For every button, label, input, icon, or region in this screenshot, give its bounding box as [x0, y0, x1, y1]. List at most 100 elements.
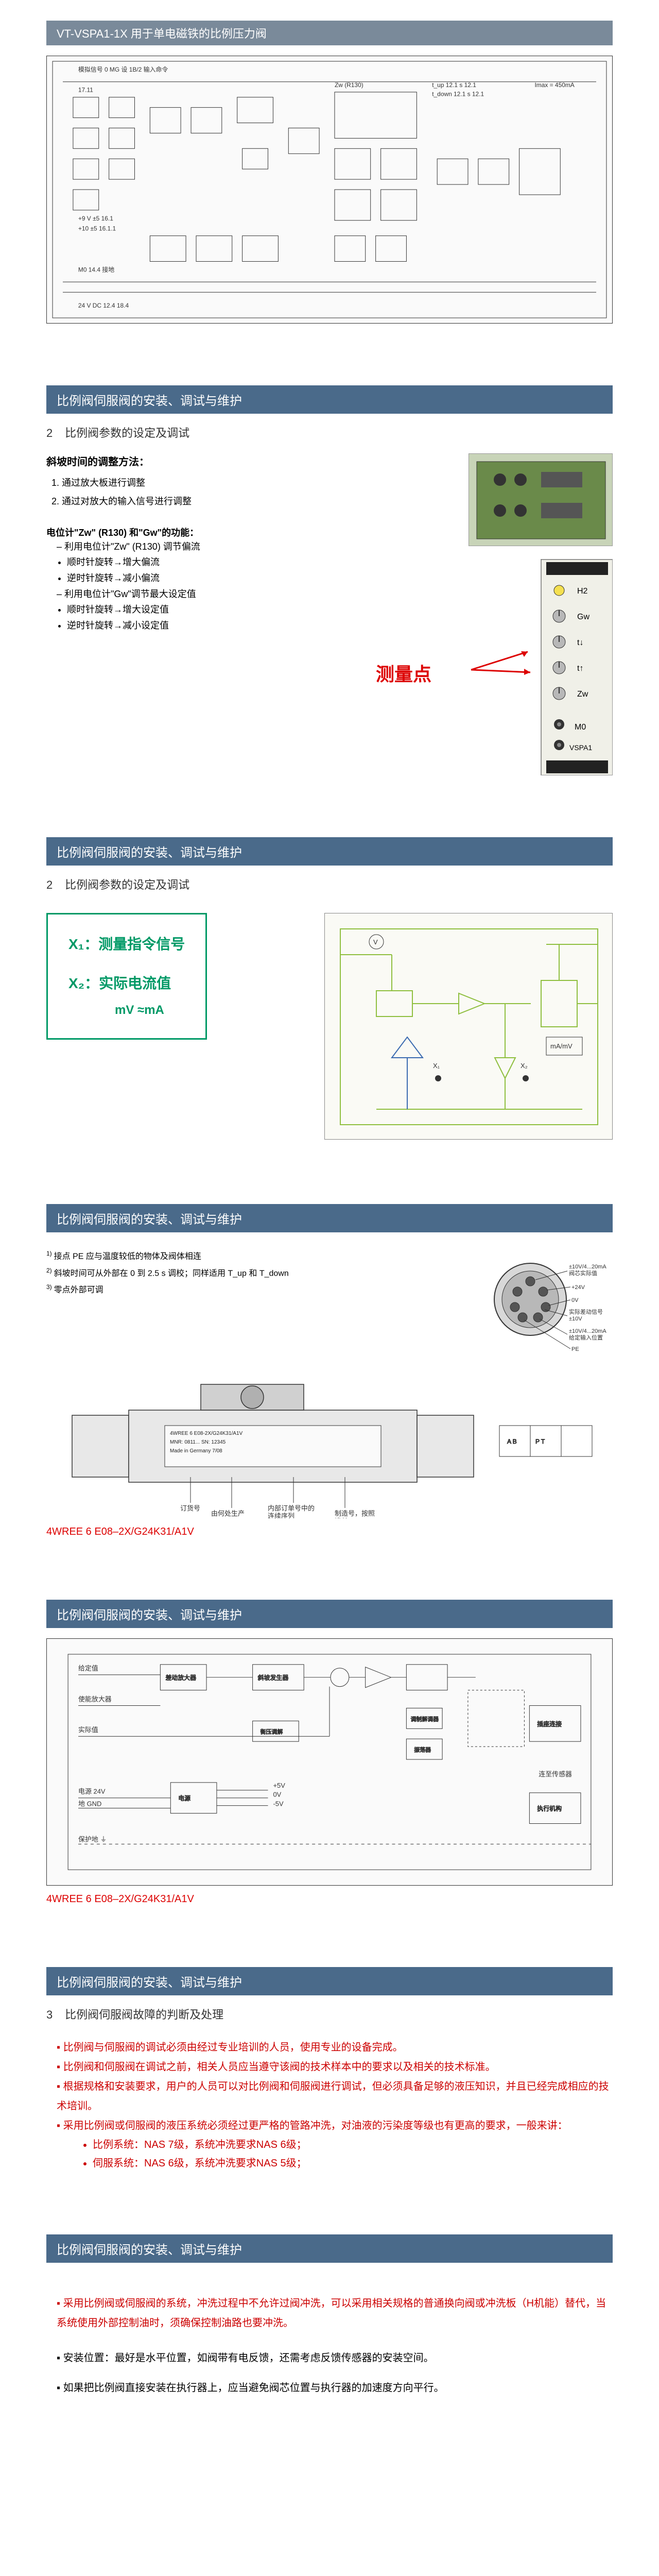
- slide-4: 比例阀伺服阀的安装、调试与维护 1)接点 PE 应与温度较低的物体及阀体相连 2…: [0, 1183, 659, 1579]
- fn3: 零点外部可调: [54, 1286, 103, 1295]
- formula: mV ≈mA: [115, 998, 185, 1023]
- svg-text:M0: M0: [575, 723, 586, 732]
- svg-text:MNR: 0811... SN: 12345: MNR: 0811... SN: 12345: [170, 1439, 226, 1445]
- gw-title: 利用电位计"Gw"调节最大设定值: [57, 586, 453, 602]
- method-1: 通过放大板进行调整: [62, 474, 453, 491]
- gw-cw: 顺时针旋转→增大设定值: [67, 602, 453, 618]
- slide7-title: 比例阀伺服阀的安装、调试与维护: [46, 2234, 613, 2263]
- svg-text:由何处生产: 由何处生产: [211, 1510, 245, 1517]
- slide2-subtitle: 2 比例阀参数的设定及调试: [46, 424, 613, 440]
- svg-text:VSPA1: VSPA1: [569, 743, 592, 752]
- svg-text:PE: PE: [571, 1346, 579, 1352]
- svg-text:订货号: 订货号: [180, 1504, 200, 1512]
- slide3-title: 比例阀伺服阀的安装、调试与维护: [46, 837, 613, 866]
- heading-ramp: 斜坡时间的调整方法：: [46, 453, 453, 468]
- valve-diagram: 4WREE 6 E08-2X/G24K31/A1V MNR: 0811... S…: [46, 1374, 613, 1521]
- svg-text:M0 14.4 接地: M0 14.4 接地: [78, 265, 114, 273]
- model-5: 4WREE 6 E08–2X/G24K31/A1V: [46, 1893, 613, 1905]
- slide-5: 比例阀伺服阀的安装、调试与维护 差动放大器 斜坡发生器 调制解调器 振荡器 衡压…: [0, 1579, 659, 1946]
- connector-diagram: ±10V/4...20mA阀芯实际值 +24V 0V 实际差动信号±10V ±1…: [469, 1248, 613, 1364]
- front-panel: H2 Gw t↓ t↑ Zw M0 VSPA1: [541, 559, 613, 775]
- fn2: 斜坡时间可从外部在 0 到 2.5 s 调校；同样适用 T_up 和 T_dow…: [54, 1269, 289, 1278]
- svg-text:t_down 12.1 s 12.1: t_down 12.1 s 12.1: [432, 91, 484, 98]
- svg-text:X₂: X₂: [521, 1062, 528, 1070]
- subtitle-text-3: 比例阀参数的设定及调试: [65, 878, 189, 891]
- svg-text:实际差动信号: 实际差动信号: [569, 1308, 603, 1315]
- slide-1: VT-VSPA1-1X 用于单电磁铁的比例压力阀: [0, 0, 659, 365]
- svg-text:实际值: 实际值: [78, 1726, 98, 1734]
- slide6-subtitle: 3 比例阀伺服阀故障的判断及处理: [46, 2006, 613, 2022]
- b7-2: 安装位置：最好是水平位置，如阀带有电反馈，还需考虑反馈传感器的安装空间。: [57, 2348, 613, 2368]
- slide1-title: VT-VSPA1-1X 用于单电磁铁的比例压力阀: [46, 21, 613, 45]
- b6-2: 比例阀和伺服阀在调试之前，相关人员应当遵守该阀的技术样本中的要求以及相关的技术标…: [57, 2057, 613, 2077]
- b7-3: 如果把比例阀直接安装在执行器上，应当避免阀芯位置与执行器的加速度方向平行。: [57, 2378, 613, 2398]
- circuit-diagram-1: 模拟信号 0 MG 设 1B/2 输入命令 Zw (R130) t_up 12.…: [46, 56, 613, 324]
- svg-text:保护地 ⏚: 保护地 ⏚: [78, 1835, 107, 1843]
- svg-text:+24V: +24V: [571, 1284, 585, 1291]
- x2-label: X₂：实际电流值: [68, 969, 185, 998]
- svg-text:A B: A B: [507, 1438, 517, 1445]
- subtitle-text: 比例阀参数的设定及调试: [65, 427, 189, 439]
- pot-functions: 利用电位计"Zw" (R130) 调节偏流: [46, 539, 453, 555]
- slide2-title: 比例阀伺服阀的安装、调试与维护: [46, 385, 613, 414]
- svg-text:地 GND: 地 GND: [78, 1800, 101, 1808]
- slide-6: 比例阀伺服阀的安装、调试与维护 3 比例阀伺服阀故障的判断及处理 比例阀与伺服阀…: [0, 1946, 659, 2214]
- svg-text:V: V: [373, 938, 378, 946]
- svg-text:H2: H2: [577, 587, 588, 596]
- zw-ccw: 逆时针旋转→减小偏流: [67, 570, 453, 586]
- slide3-circuit: V mA/mV X₁X₂: [324, 913, 613, 1142]
- b7-1: 采用比例阀或伺服阀的系统，冲洗过程中不允许过阀冲洗，可以采用相关规格的普通换向阀…: [57, 2294, 613, 2333]
- svg-text:清单: 清单: [335, 1517, 348, 1518]
- svg-text:P T: P T: [535, 1438, 545, 1445]
- slide5-title: 比例阀伺服阀的安装、调试与维护: [46, 1600, 613, 1628]
- slide2-images: H2 Gw t↓ t↑ Zw M0 VSPA1 测量点: [469, 453, 613, 775]
- b6-3: 根据规格和安装要求，用户的人员可以对比例阀和伺服阀进行调试，但必须具备足够的液压…: [57, 2077, 613, 2116]
- svg-text:斜坡发生器: 斜坡发生器: [258, 1674, 289, 1682]
- zw-title: 利用电位计"Zw" (R130) 调节偏流: [57, 539, 453, 555]
- subtitle-num-3: 2: [46, 878, 62, 892]
- svg-text:17.11: 17.11: [78, 87, 93, 94]
- svg-text:制造号，按照: 制造号，按照: [335, 1510, 375, 1517]
- svg-text:±10V: ±10V: [569, 1316, 582, 1322]
- svg-text:使能放大器: 使能放大器: [78, 1695, 112, 1703]
- svg-text:Zw (R130): Zw (R130): [335, 81, 363, 89]
- svg-text:内部订单号中的: 内部订单号中的: [268, 1504, 315, 1512]
- x1-label: X₁：测量指令信号: [68, 930, 185, 959]
- svg-text:±10V/4...20mA: ±10V/4...20mA: [569, 1264, 606, 1270]
- subtitle-num: 2: [46, 427, 62, 440]
- sub-red-list: 比例系统：NAS 7级，系统冲洗要求NAS 6级； 伺服系统：NAS 6级，系统…: [67, 2136, 613, 2173]
- svg-text:连续序列: 连续序列: [268, 1512, 294, 1518]
- svg-text:+9 V ±5 16.1: +9 V ±5 16.1: [78, 215, 113, 222]
- b6-4-1: 比例系统：NAS 7级，系统冲洗要求NAS 6级；: [93, 2136, 613, 2154]
- svg-text:0V: 0V: [571, 1297, 579, 1303]
- svg-text:衡压调解: 衡压调解: [261, 1728, 283, 1735]
- fn1: 接点 PE 应与温度较低的物体及阀体相连: [54, 1252, 201, 1261]
- block-diagram: 差动放大器 斜坡发生器 调制解调器 振荡器 衡压调解 电源 插座连接 执: [46, 1638, 613, 1886]
- ramp-methods: 通过放大板进行调整 通过对放大的输入信号进行调整: [46, 474, 453, 510]
- svg-text:Zw: Zw: [577, 690, 588, 699]
- svg-text:电源: 电源: [178, 1795, 190, 1802]
- red-bullet-list: 比例阀与伺服阀的调试必须由经过专业培训的人员，使用专业的设备完成。 比例阀和伺服…: [46, 2038, 613, 2136]
- slide6-title: 比例阀伺服阀的安装、调试与维护: [46, 1967, 613, 1995]
- svg-text:差动放大器: 差动放大器: [165, 1674, 196, 1682]
- svg-text:mA/mV: mA/mV: [550, 1042, 573, 1050]
- slide3-subtitle: 2 比例阀参数的设定及调试: [46, 876, 613, 892]
- svg-text:调制解调器: 调制解调器: [410, 1715, 439, 1722]
- svg-text:24 V DC 12.4 18.4: 24 V DC 12.4 18.4: [78, 302, 129, 309]
- svg-text:电源 24V: 电源 24V: [78, 1788, 106, 1795]
- svg-text:Imax = 450mA: Imax = 450mA: [534, 81, 574, 89]
- svg-text:执行机构: 执行机构: [537, 1805, 562, 1812]
- pcb-photo: [469, 453, 613, 546]
- zw-cw: 顺时针旋转→增大偏流: [67, 554, 453, 570]
- svg-text:振荡器: 振荡器: [414, 1746, 431, 1753]
- svg-text:Gw: Gw: [577, 613, 589, 621]
- svg-text:0V: 0V: [273, 1791, 281, 1799]
- slide4-footnotes: 1)接点 PE 应与温度较低的物体及阀体相连 2)斜坡时间可从外部在 0 到 2…: [46, 1248, 453, 1298]
- callout-text: 测量点: [376, 659, 431, 686]
- svg-text:给定值: 给定值: [78, 1665, 98, 1672]
- heading-pot: 电位计"Zw" (R130) 和"Gw"的功能：: [46, 526, 453, 539]
- slide3-text: X₁：测量指令信号 X₂：实际电流值 mV ≈mA: [46, 913, 309, 1040]
- slide2-text: 斜坡时间的调整方法： 通过放大板进行调整 通过对放大的输入信号进行调整 电位计"…: [46, 453, 453, 633]
- svg-text:-5V: -5V: [273, 1800, 284, 1808]
- b6-1: 比例阀与伺服阀的调试必须由经过专业培训的人员，使用专业的设备完成。: [57, 2038, 613, 2057]
